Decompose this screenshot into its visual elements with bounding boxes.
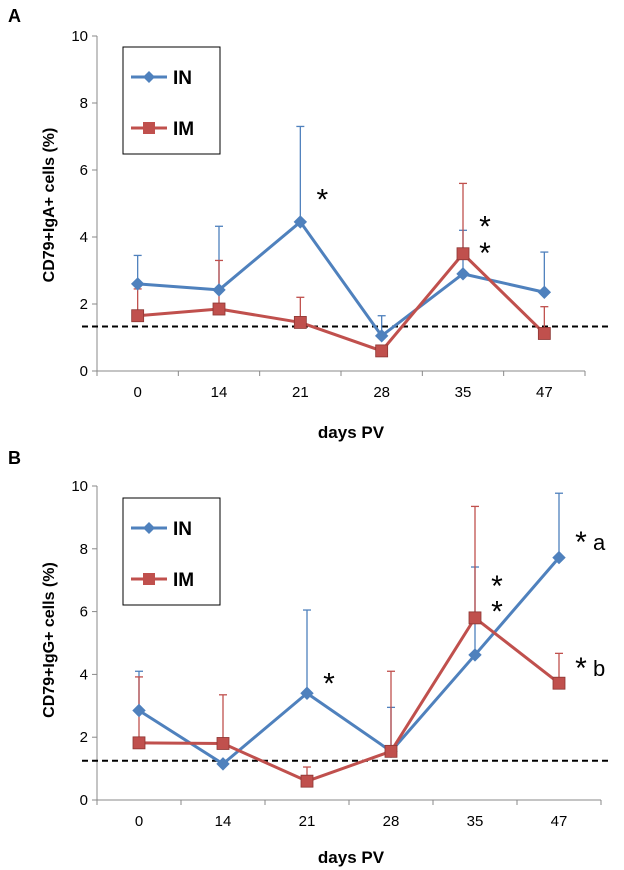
- panel-b-data-point-in: [300, 686, 314, 700]
- panel-a-y-axis-label: CD79+IgA+ cells (%): [41, 128, 58, 283]
- panel-b-y-tick-label: 4: [80, 666, 88, 683]
- panel-b-data-point-in: [132, 703, 146, 718]
- panel-a-data-point-im: [212, 302, 226, 316]
- panel-a-data-point-in: [537, 285, 552, 299]
- panel-b-x-axis-label: days PV: [318, 848, 385, 867]
- panel-b-x-tick-label: 47: [551, 813, 568, 830]
- panel-b-legend-label-in: IN: [173, 519, 192, 540]
- panel-a-data-point-in: [212, 283, 226, 297]
- panel-a-x-tick-label: 0: [133, 384, 141, 401]
- panel-a-y-tick-label: 4: [80, 229, 88, 246]
- panel-b-significance-asterisk: *: [323, 668, 335, 701]
- panel-b-significance-asterisk: *: [575, 652, 587, 685]
- panel-b-data-point-im: [384, 744, 398, 758]
- panel-b-significance-asterisk: *: [491, 595, 503, 628]
- panel-b-significance-letter: b: [593, 656, 605, 681]
- panel-a-significance-asterisk: *: [479, 210, 491, 243]
- panel-a-data-point-in: [293, 215, 308, 229]
- panel-b-data-point-im: [132, 736, 146, 750]
- panel-a-significance-asterisk: *: [479, 237, 491, 270]
- panel-a-x-tick-label: 21: [292, 384, 309, 401]
- panel-b-x-tick-label: 0: [135, 813, 143, 830]
- panel-a-data-point-im: [375, 344, 389, 358]
- panel-b: B CD79+IgG+ cells (%) days PV 0 2 4 6 8 10 0 14…: [8, 448, 608, 867]
- panel-b-legend-marker-im: [143, 573, 155, 585]
- panel-a-y-tick-label: 2: [80, 296, 88, 313]
- panel-a-legend-box: [122, 46, 221, 155]
- panel-a-x-tick-label: 28: [373, 384, 390, 401]
- panel-a-legend-label-im: IM: [173, 119, 194, 140]
- panel-a-legend-marker-im: [143, 122, 155, 134]
- panel-b-significance-asterisk: *: [491, 570, 503, 603]
- panel-a-x-axis-label: days PV: [318, 423, 385, 442]
- panel-b-y-tick-label: 2: [80, 729, 88, 746]
- panel-a-x-tick-label: 47: [536, 384, 553, 401]
- panel-b-legend-marker-in: [143, 522, 155, 534]
- panel-b-y-tick-label: 6: [80, 604, 88, 621]
- panel-b-data-point-in: [468, 648, 482, 662]
- panel-b-data-point-im: [468, 611, 482, 625]
- panel-b-y-tick-label: 0: [80, 792, 88, 809]
- panel-b-significance-letter: a: [593, 530, 606, 555]
- panel-a-y-tick-label: 6: [80, 162, 88, 179]
- panel-b-data-point-im: [216, 737, 230, 750]
- panel-a-y-tick-label: 10: [71, 28, 88, 45]
- panel-a-letter: A: [8, 6, 21, 26]
- panel-b-significance-asterisk: *: [575, 526, 587, 559]
- panel-a-data-point-in: [130, 277, 145, 291]
- panel-a-legend-marker-in: [143, 71, 155, 83]
- panel-b-series-line-in: [138, 556, 561, 766]
- panel-b-data-point-in: [216, 757, 230, 771]
- panel-b-y-axis-label: CD79+IgG+ cells (%): [41, 562, 58, 718]
- panel-a-significance-asterisk: *: [316, 183, 328, 216]
- panel-a-legend-label-in: IN: [173, 68, 192, 89]
- panel-b-series-line-im: [138, 616, 560, 783]
- panel-a-x-tick-label: 35: [455, 384, 472, 401]
- panel-a-series-line-im: [137, 252, 546, 353]
- panel-a-data-point-im: [456, 247, 470, 261]
- panel-b-x-tick-label: 14: [215, 813, 232, 830]
- panel-a-series-line-in: [137, 220, 545, 338]
- panel-b-y-tick-label: 10: [71, 478, 88, 495]
- panel-a-data-point-im: [293, 316, 307, 329]
- panel-b-data-point-im: [300, 774, 314, 788]
- panel-b-legend-label-im: IM: [173, 570, 194, 591]
- panel-b-data-point-in: [552, 550, 566, 565]
- panel-a-y-tick-label: 0: [80, 363, 88, 380]
- panel-b-data-point-im: [552, 676, 566, 690]
- panel-b-legend-box: [122, 497, 221, 606]
- panel-a-x-tick-label: 14: [211, 384, 228, 401]
- panel-a-data-point-in: [374, 329, 389, 343]
- panel-b-y-tick-label: 8: [80, 541, 88, 558]
- panel-b-x-tick-label: 35: [467, 813, 484, 830]
- panel-a-data-point-im: [131, 309, 145, 323]
- panel-b-letter: B: [8, 448, 21, 468]
- panel-a-y-tick-label: 8: [80, 95, 88, 112]
- panel-b-x-tick-label: 28: [383, 813, 400, 830]
- panel-a-data-point-in: [456, 267, 470, 281]
- panel-a-data-point-im: [537, 327, 551, 340]
- panel-a: A CD79+IgA+ cells (%) days PV 0 2 4 6 8 10 0 14…: [8, 6, 608, 442]
- panel-b-x-tick-label: 21: [299, 813, 316, 830]
